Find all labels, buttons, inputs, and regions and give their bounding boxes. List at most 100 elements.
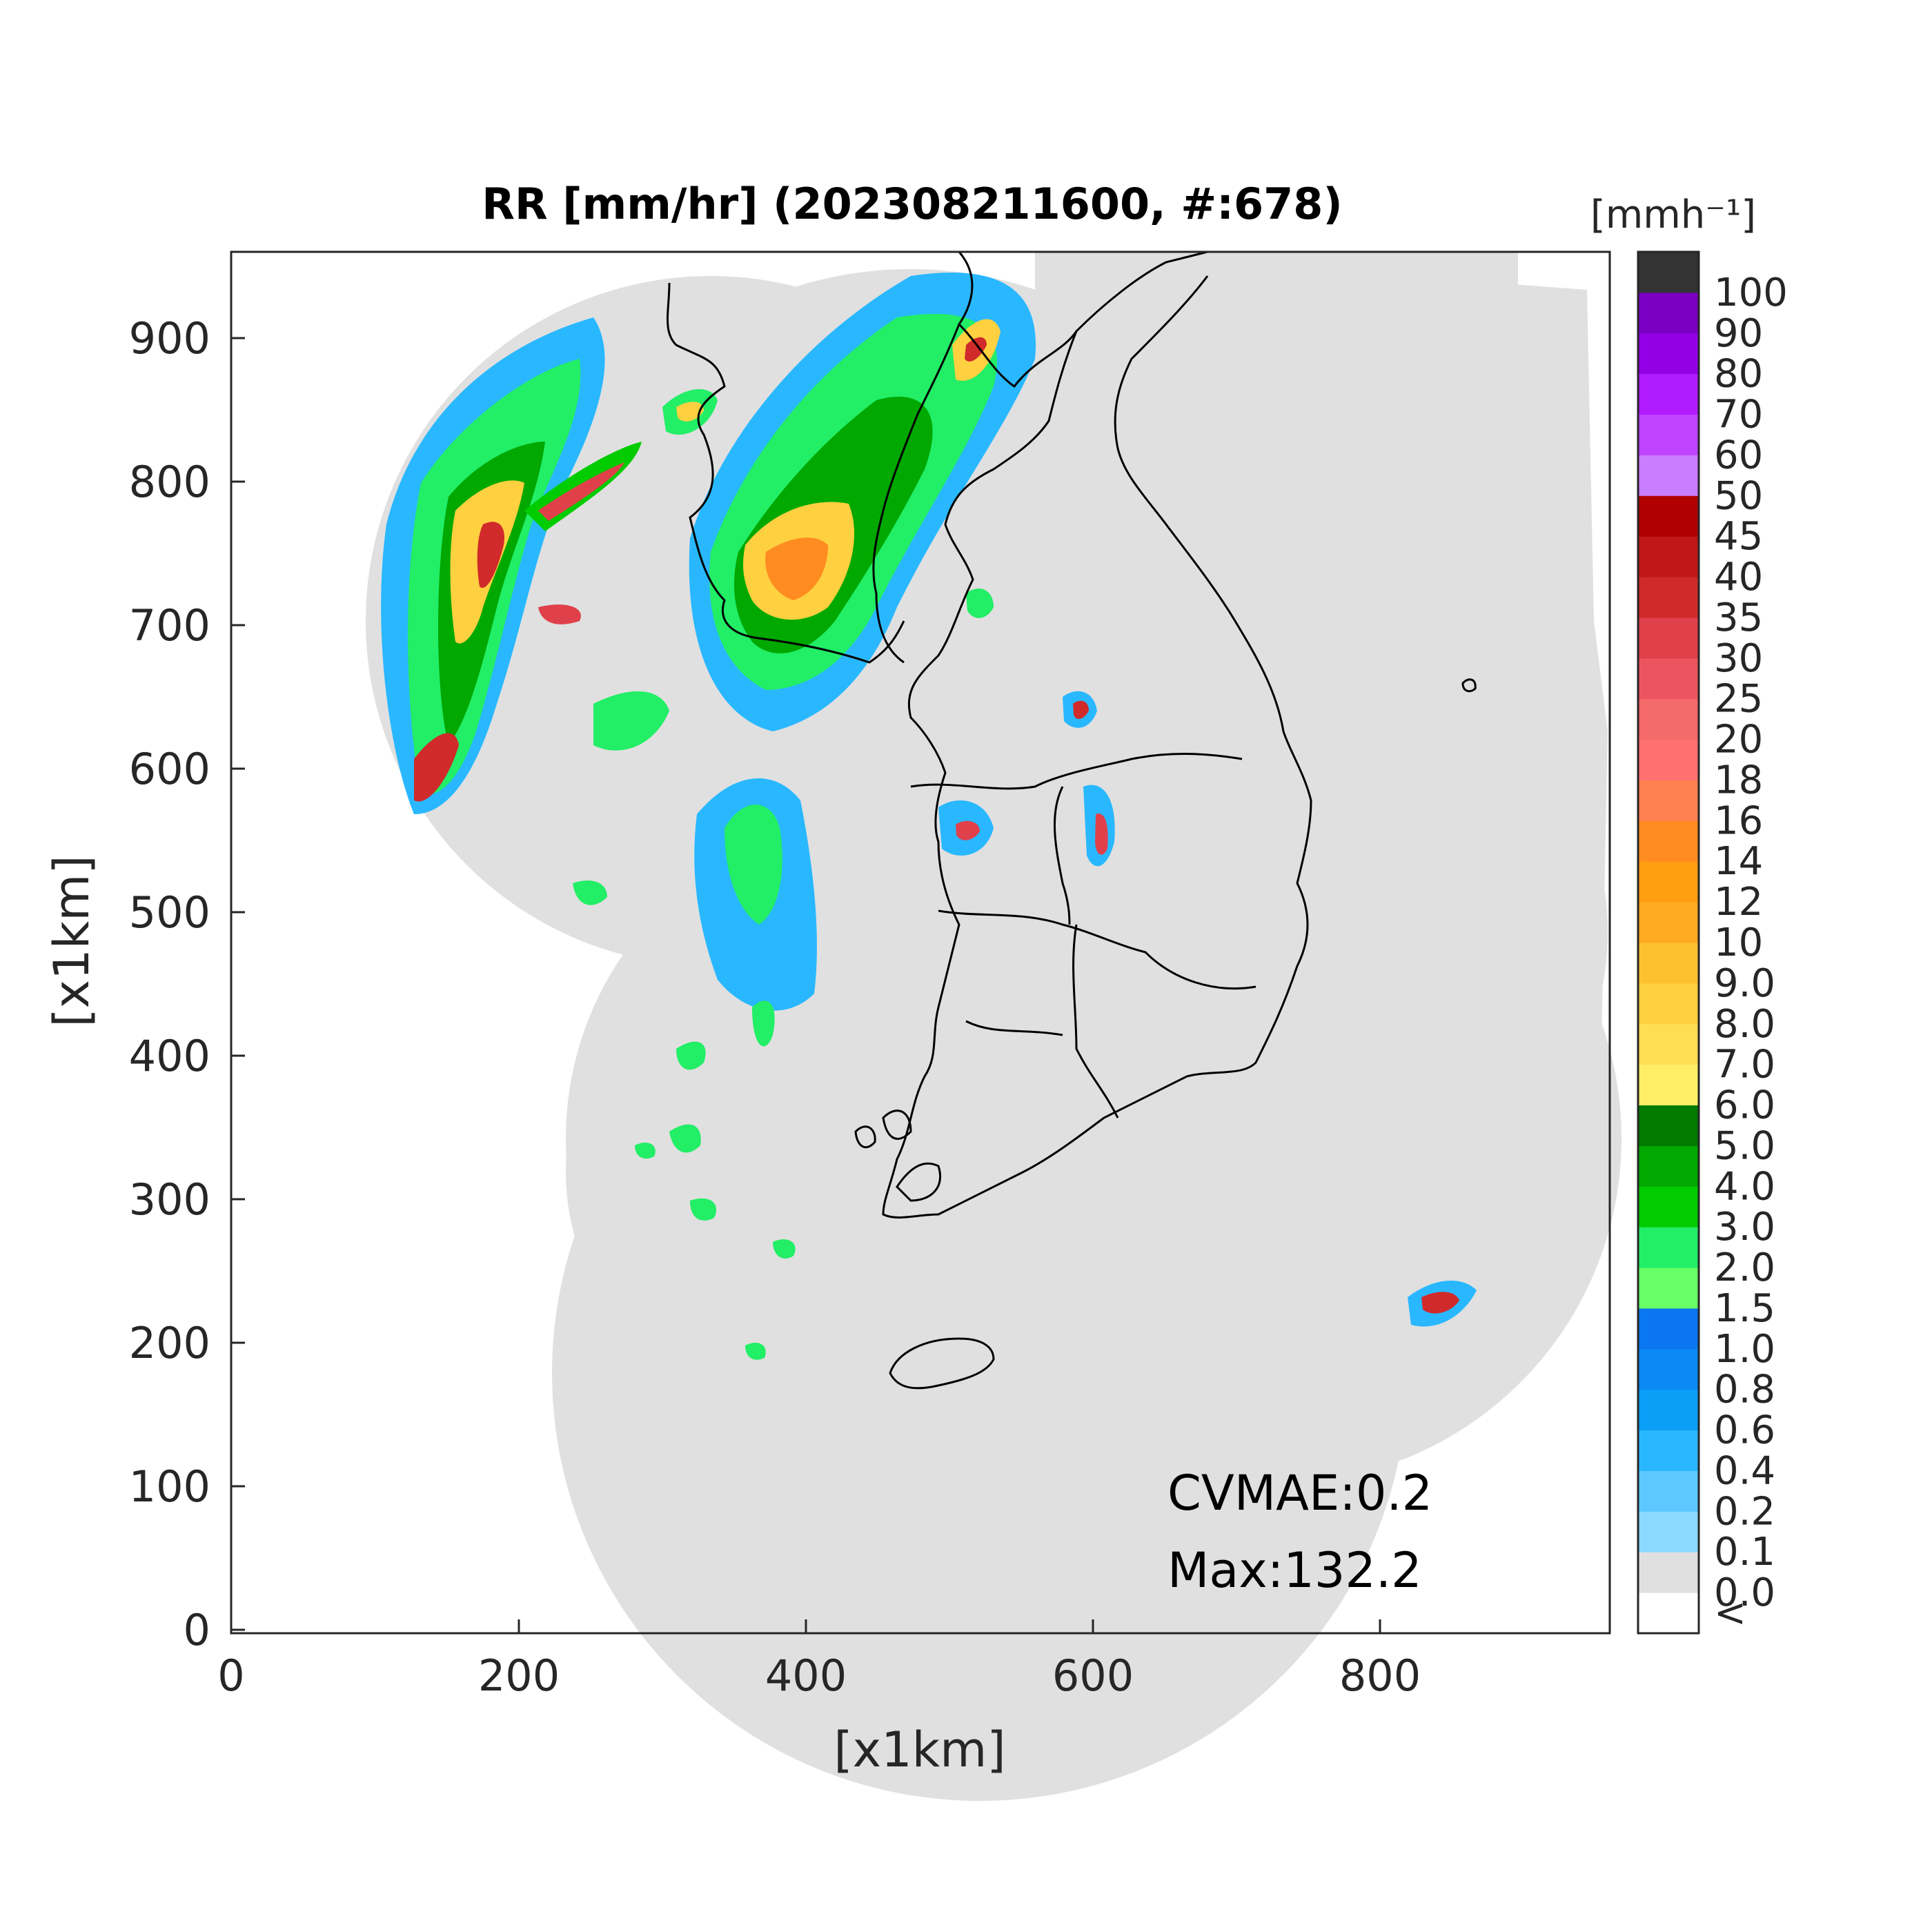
colorbar-cell [1638, 1348, 1699, 1390]
colorbar-cell [1638, 617, 1699, 659]
colorbar-tick-label: 20 [1714, 718, 1763, 762]
colorbar-cell [1638, 577, 1699, 618]
colorbar-tick-label: 16 [1714, 798, 1763, 843]
echo-region [676, 1041, 706, 1070]
cvmae-annotation: CVMAE:0.2 [1167, 1465, 1432, 1521]
y-tick-label: 300 [129, 1174, 210, 1225]
map-plot-area [230, 250, 1621, 1801]
echo-region [965, 337, 987, 362]
colorbar-tick-label: 18 [1714, 758, 1763, 802]
colorbar-tick-labels: <0.00.10.20.40.60.81.01.52.03.04.05.06.0… [1714, 270, 1788, 1636]
y-tick-label: 200 [129, 1318, 210, 1368]
colorbar-tick-label: 80 [1714, 352, 1763, 397]
echo-region [745, 1343, 766, 1360]
colorbar-tick-label: 12 [1714, 880, 1763, 925]
colorbar-cell [1638, 943, 1699, 984]
colorbar-cell [1638, 1389, 1699, 1431]
colorbar-tick-label: 10 [1714, 920, 1763, 965]
colorbar-tick-label: 4.0 [1714, 1164, 1775, 1209]
colorbar-cell [1638, 1552, 1699, 1593]
x-axis-label: [x1km] [834, 1722, 1005, 1778]
echo-region [1095, 814, 1108, 855]
colorbar-cell [1638, 373, 1699, 415]
y-axis: 0 100 200 300 400 500 600 700 800 900 [x… [43, 313, 245, 1655]
colorbar-tick-label: 0.2 [1714, 1489, 1775, 1534]
colorbar-cell [1638, 333, 1699, 375]
colorbar-cell [1638, 820, 1699, 862]
colorbar-cell [1638, 861, 1699, 903]
colorbar-cell [1638, 536, 1699, 578]
colorbar-tick-label: 1.5 [1714, 1286, 1775, 1331]
echo-region [966, 588, 994, 618]
colorbar-cell [1638, 780, 1699, 821]
colorbar-tick-label: 90 [1714, 311, 1763, 356]
y-tick-label: 100 [129, 1461, 210, 1512]
colorbar-cell [1638, 1227, 1699, 1268]
colorbar-tick-label: 2.0 [1714, 1245, 1775, 1290]
x-axis: 0 200 400 600 800 [x1km] [217, 1619, 1421, 1778]
echo-region [414, 733, 459, 802]
x-tick-label: 0 [217, 1650, 244, 1701]
x-tick-label: 800 [1339, 1650, 1421, 1701]
echo-region [773, 1239, 796, 1259]
echo-region [538, 462, 624, 521]
coastline-borders [667, 250, 1477, 1390]
colorbar-cell [1638, 658, 1699, 700]
figure-title: RR [mm/hr] (202308211600, #:678) [482, 179, 1343, 229]
colorbar-cell [1638, 1470, 1699, 1512]
colorbar-cell [1638, 902, 1699, 943]
echo-region [593, 691, 669, 751]
echo-region [752, 1000, 775, 1047]
y-tick-label: 800 [129, 457, 210, 507]
colorbar-tick-label: 0.1 [1714, 1530, 1775, 1575]
precipitation-echoes [381, 273, 1477, 1360]
x-tick-label: 400 [765, 1650, 847, 1701]
colorbar-cell [1638, 739, 1699, 780]
y-axis-label: [x1km] [43, 855, 100, 1027]
colorbar: [mmh⁻¹] <0.00.10.20.40.60.81.01.52.03.04… [1590, 193, 1788, 1636]
colorbar-cell [1638, 1023, 1699, 1065]
echo-region [635, 1142, 656, 1159]
colorbar-cell [1638, 698, 1699, 740]
colorbar-tick-label: 0.4 [1714, 1448, 1775, 1493]
colorbar-cell [1638, 1593, 1699, 1634]
colorbar-cell [1638, 1064, 1699, 1106]
echo-region [676, 402, 704, 422]
colorbar-tick-label: 3.0 [1714, 1205, 1775, 1250]
colorbar-cell [1638, 292, 1699, 334]
y-tick-label: 700 [129, 600, 210, 651]
colorbar-cell [1638, 1308, 1699, 1350]
echo-region [690, 1198, 717, 1221]
echo-region [956, 820, 980, 840]
colorbar-tick-label: 35 [1714, 595, 1763, 640]
colorbar-tick-label: 40 [1714, 555, 1763, 600]
x-tick-label: 200 [478, 1650, 560, 1701]
colorbar-tick-label: 6.0 [1714, 1083, 1775, 1128]
colorbar-frame [1637, 250, 1700, 1635]
colorbar-tick-label: 9.0 [1714, 961, 1775, 1006]
colorbar-tick-label: 45 [1714, 514, 1763, 559]
y-tick-label: 600 [129, 744, 210, 794]
colorbar-tick-label: 8.0 [1714, 1002, 1775, 1047]
colorbar-tick-label: 50 [1714, 473, 1763, 518]
echo-region [669, 1124, 701, 1153]
colorbar-cell [1638, 1511, 1699, 1552]
colorbar-tick-label: 1.0 [1714, 1327, 1775, 1372]
colorbar-tick-label: 0.0 [1714, 1570, 1775, 1615]
colorbar-cell [1638, 1268, 1699, 1309]
colorbar-cell [1638, 983, 1699, 1025]
x-tick-label: 600 [1052, 1650, 1134, 1701]
plot-frame [230, 250, 1611, 1635]
colorbar-cell [1638, 1105, 1699, 1146]
y-tick-label: 400 [129, 1031, 210, 1081]
max-annotation: Max:132.2 [1167, 1542, 1422, 1599]
y-tick-label: 900 [129, 313, 210, 364]
echo-region [1421, 1292, 1459, 1314]
colorbar-cell [1638, 1186, 1699, 1228]
colorbar-tick-label: < [1714, 1591, 1746, 1636]
colorbar-cell [1638, 1430, 1699, 1471]
colorbar-tick-label: 0.6 [1714, 1408, 1775, 1453]
echo-region [765, 538, 828, 600]
colorbar-tick-label: 0.8 [1714, 1368, 1775, 1412]
